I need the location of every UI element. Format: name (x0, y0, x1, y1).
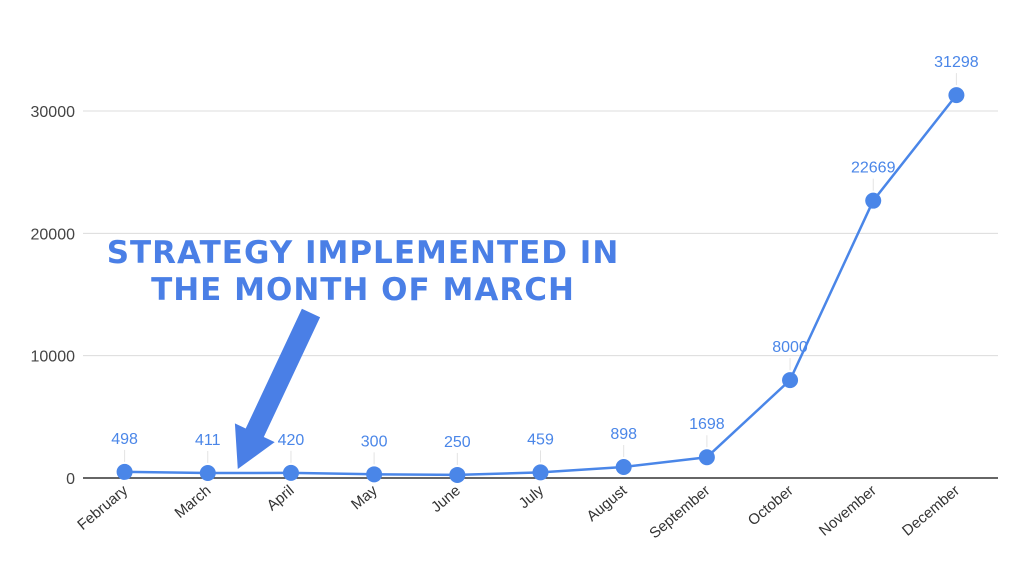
x-tick-label: March (171, 482, 214, 522)
data-label: 898 (610, 426, 637, 443)
y-axis: 0 10000 20000 30000 (31, 104, 76, 488)
x-tick-label: October (745, 482, 797, 529)
data-point (366, 466, 383, 483)
data-point (782, 372, 799, 389)
grid-lines (83, 110, 998, 357)
x-tick-label: July (516, 482, 548, 512)
annotation: STRATEGY IMPLEMENTED IN THE MONTH OF MAR… (107, 235, 620, 469)
data-label: 420 (278, 432, 305, 449)
data-point (282, 464, 299, 481)
x-tick-label: February (74, 482, 131, 534)
data-label: 31298 (934, 54, 979, 71)
x-axis: February March April May June July August Septe… (74, 477, 998, 542)
data-label: 411 (195, 432, 221, 449)
data-label: 300 (361, 433, 388, 450)
x-tick-label: June (428, 482, 464, 516)
data-label: 459 (527, 431, 554, 448)
y-tick-label: 20000 (31, 226, 76, 243)
data-point (948, 87, 965, 104)
data-label: 22669 (851, 160, 896, 177)
data-point (698, 449, 715, 466)
data-point (199, 464, 216, 481)
y-tick-label: 0 (66, 471, 75, 488)
data-label: 8000 (772, 339, 808, 356)
data-label: 1698 (689, 416, 725, 433)
data-point (116, 463, 133, 480)
annotation-line-1: STRATEGY IMPLEMENTED IN (107, 235, 620, 271)
x-tick-label: November (816, 482, 880, 540)
data-points (116, 87, 965, 483)
x-tick-label: September (646, 482, 713, 542)
x-tick-label: December (899, 482, 963, 540)
data-point (532, 464, 549, 481)
data-label: 250 (444, 434, 471, 451)
x-tick-label: August (584, 482, 631, 526)
annotation-arrow (234, 308, 321, 469)
data-point (865, 192, 882, 209)
data-label: 498 (111, 431, 138, 448)
data-point (449, 466, 466, 483)
y-tick-label: 10000 (31, 349, 76, 366)
data-labels: 498 411 420 300 250 459 898 1698 8000 22669 31298 (111, 54, 979, 465)
x-tick-label: April (264, 482, 298, 514)
x-tick-label: May (348, 482, 381, 514)
y-tick-label: 30000 (31, 104, 76, 121)
data-point (615, 459, 632, 476)
annotation-line-2: THE MONTH OF MARCH (151, 272, 575, 308)
